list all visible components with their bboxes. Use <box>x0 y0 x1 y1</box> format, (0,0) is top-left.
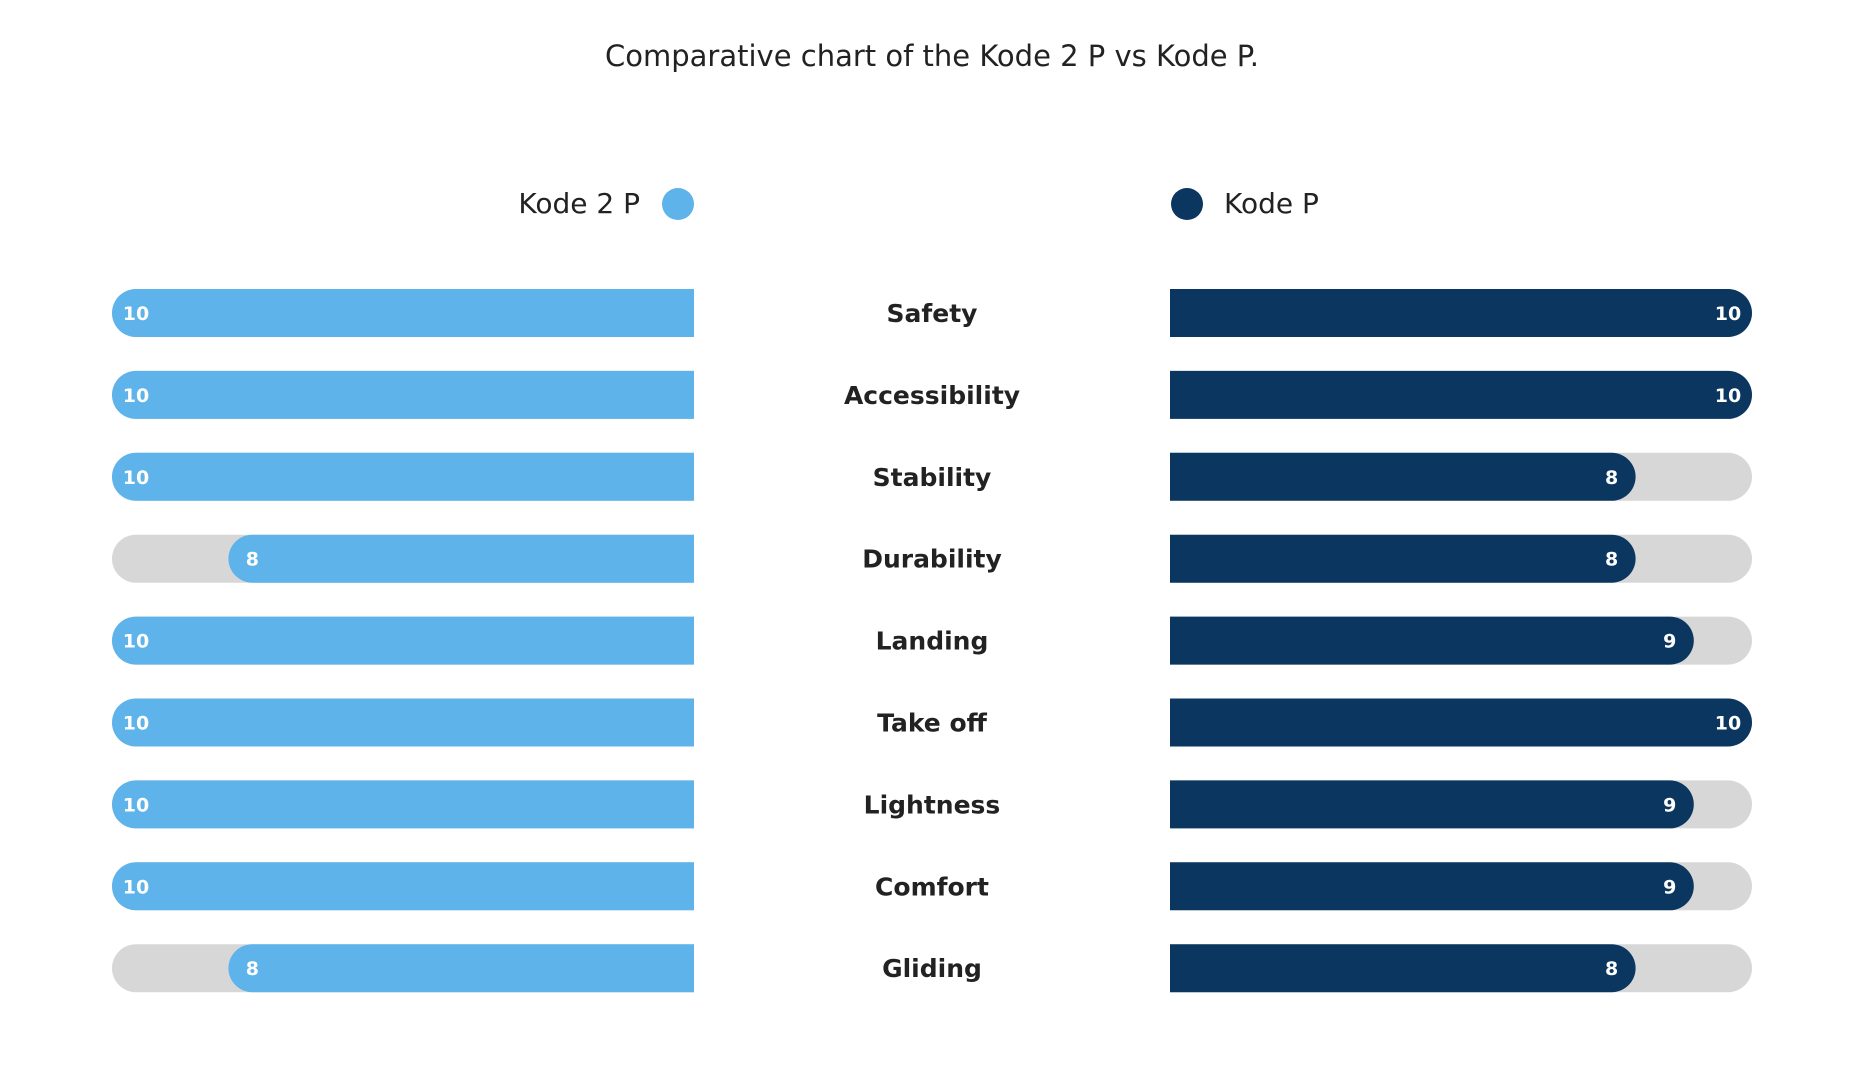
row-accessibility: 10 Accessibility 10 <box>112 370 1752 419</box>
bar-kode-p-comfort <box>1170 862 1694 911</box>
bar-kode-p-stability <box>1170 452 1636 501</box>
value-label-kode-p-durability: 8 <box>1605 549 1618 571</box>
value-label-kode-2-p-safety: 10 <box>123 303 149 325</box>
bar-kode-2-p-lightness <box>112 780 695 829</box>
bar-kode-2-p-gliding <box>228 944 694 993</box>
value-label-kode-2-p-take-off: 10 <box>123 713 149 735</box>
bar-kode-2-p-landing <box>112 616 695 665</box>
bar-kode-2-p-accessibility <box>112 370 695 419</box>
row-safety: 10 Safety 10 <box>112 289 1752 337</box>
bar-kode-p-lightness <box>1170 780 1694 829</box>
bar-kode-p-durability <box>1170 534 1636 583</box>
value-label-kode-2-p-durability: 8 <box>246 549 259 571</box>
legend: Kode 2 P Kode P <box>518 187 1319 220</box>
chart-title: Comparative chart of the Kode 2 P vs Kod… <box>605 39 1259 73</box>
legend-marker-kode-p <box>1171 188 1203 220</box>
bar-kode-p-accessibility <box>1170 370 1752 419</box>
category-label-safety: Safety <box>887 299 978 328</box>
row-durability: 8 Durability 8 <box>112 534 1752 583</box>
bar-kode-p-take-off <box>1170 698 1752 747</box>
value-label-kode-2-p-landing: 10 <box>123 631 149 653</box>
bar-kode-p-safety <box>1170 289 1752 337</box>
value-label-kode-2-p-accessibility: 10 <box>123 385 149 407</box>
value-label-kode-2-p-gliding: 8 <box>246 958 259 980</box>
value-label-kode-p-take-off: 10 <box>1715 713 1741 735</box>
category-label-accessibility: Accessibility <box>844 381 1020 410</box>
category-label-lightness: Lightness <box>864 790 1001 819</box>
value-label-kode-p-gliding: 8 <box>1605 958 1618 980</box>
bar-kode-p-landing <box>1170 616 1694 665</box>
row-comfort: 10 Comfort 9 <box>112 862 1752 911</box>
row-take-off: 10 Take off 10 <box>112 698 1752 747</box>
row-gliding: 8 Gliding 8 <box>112 944 1752 993</box>
bar-kode-2-p-comfort <box>112 862 695 911</box>
category-label-durability: Durability <box>862 545 1002 574</box>
value-label-kode-p-lightness: 9 <box>1663 794 1676 816</box>
row-stability: 10 Stability 8 <box>112 452 1752 501</box>
category-label-take-off: Take off <box>877 709 987 738</box>
value-label-kode-p-stability: 8 <box>1605 467 1618 489</box>
row-landing: 10 Landing 9 <box>112 616 1752 665</box>
bar-kode-p-gliding <box>1170 944 1636 993</box>
value-label-kode-p-comfort: 9 <box>1663 876 1676 898</box>
category-label-comfort: Comfort <box>875 872 989 901</box>
value-label-kode-2-p-comfort: 10 <box>123 876 149 898</box>
value-label-kode-p-safety: 10 <box>1715 303 1741 325</box>
bar-kode-2-p-safety <box>112 289 694 337</box>
bar-kode-2-p-durability <box>228 534 694 583</box>
value-label-kode-2-p-stability: 10 <box>123 467 149 489</box>
legend-label-kode-2-p: Kode 2 P <box>518 187 640 220</box>
row-lightness: 10 Lightness 9 <box>112 780 1752 829</box>
category-label-gliding: Gliding <box>882 954 982 983</box>
bar-kode-2-p-take-off <box>112 698 695 747</box>
value-label-kode-p-accessibility: 10 <box>1715 385 1741 407</box>
bar-kode-2-p-stability <box>112 452 695 501</box>
value-label-kode-2-p-lightness: 10 <box>123 794 149 816</box>
category-label-stability: Stability <box>873 463 992 492</box>
legend-label-kode-p: Kode P <box>1224 187 1319 220</box>
value-label-kode-p-landing: 9 <box>1663 631 1676 653</box>
category-label-landing: Landing <box>876 627 989 656</box>
legend-marker-kode-2-p <box>662 188 694 220</box>
